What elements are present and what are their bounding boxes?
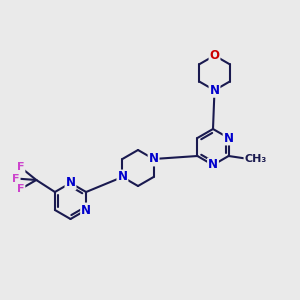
Text: F: F	[17, 162, 25, 172]
Text: N: N	[209, 84, 220, 97]
Text: N: N	[208, 158, 218, 172]
Text: N: N	[148, 152, 159, 166]
Text: F: F	[12, 173, 20, 184]
Text: CH₃: CH₃	[244, 154, 267, 164]
Text: F: F	[17, 184, 25, 194]
Text: N: N	[117, 170, 128, 184]
Text: N: N	[224, 131, 234, 145]
Text: N: N	[81, 203, 91, 217]
Text: O: O	[209, 49, 220, 62]
Text: N: N	[65, 176, 76, 190]
